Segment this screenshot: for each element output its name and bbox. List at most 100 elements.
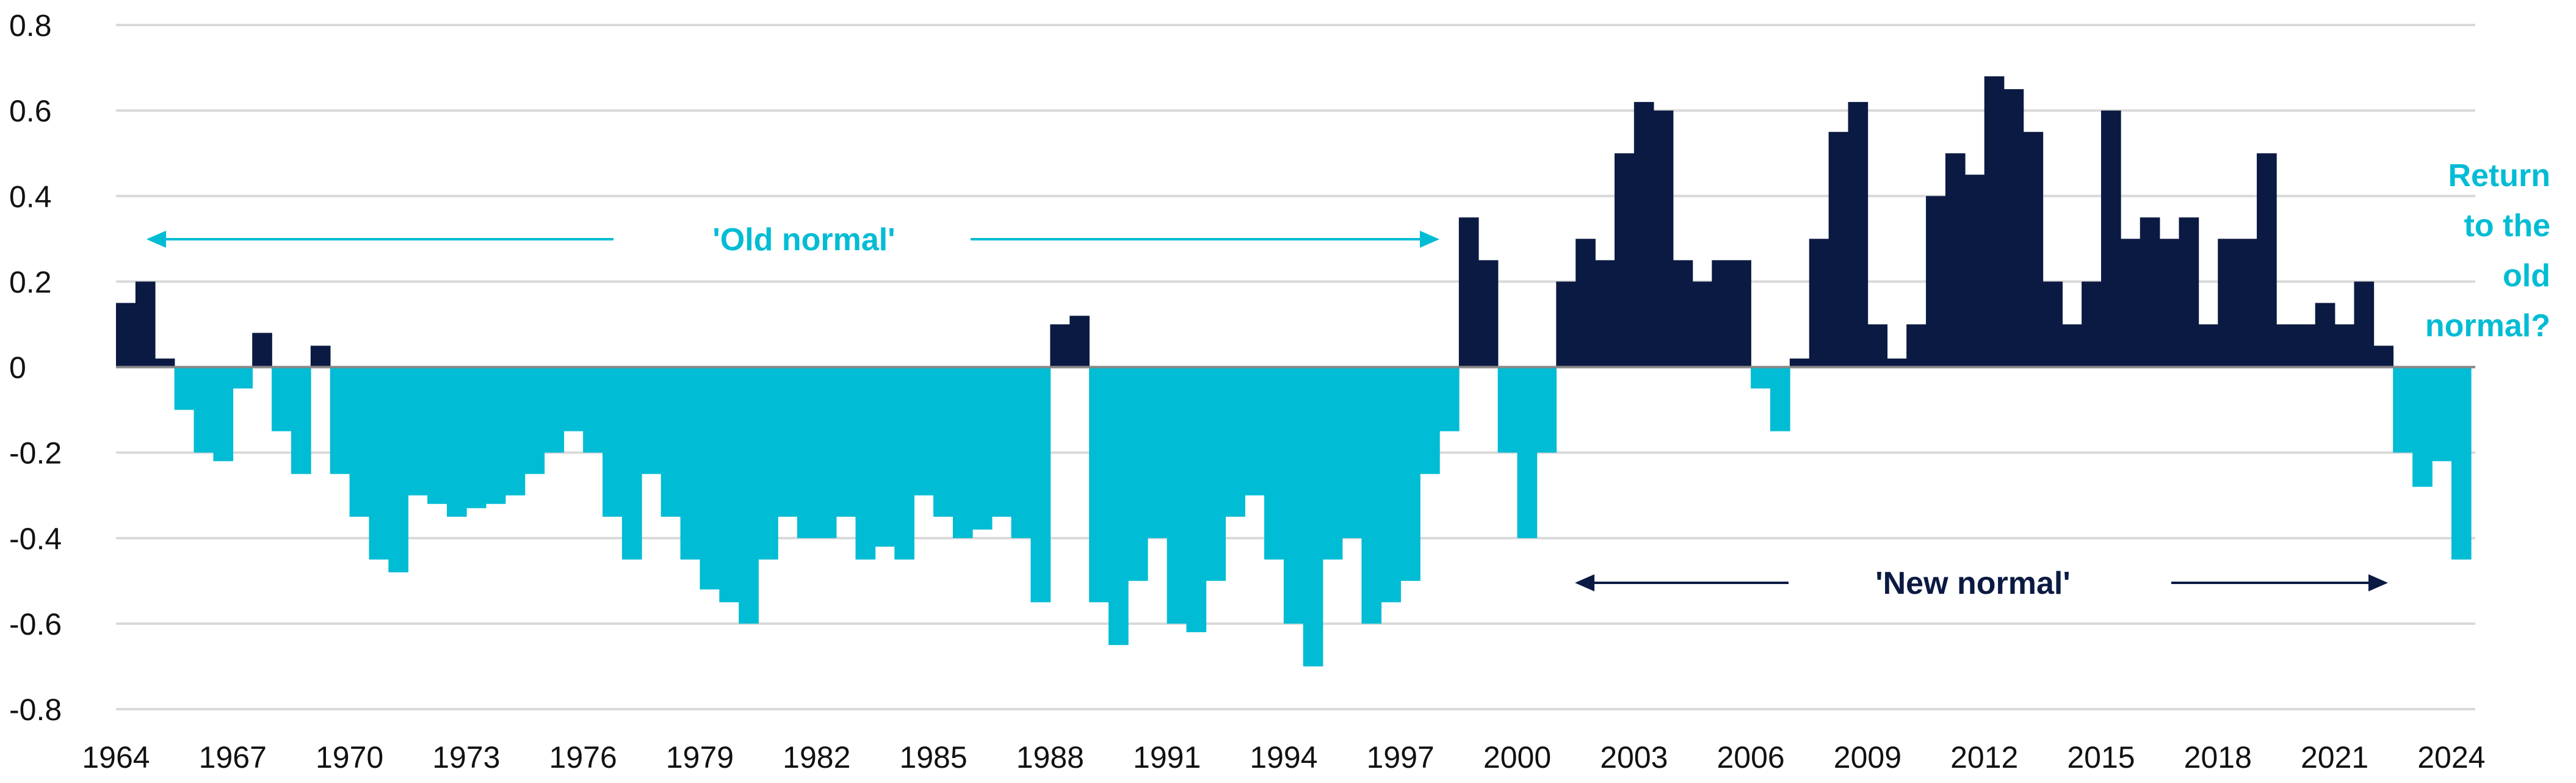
data-bar — [1361, 367, 1382, 624]
annotation-old-normal: 'Old normal' — [147, 222, 1439, 258]
data-bar — [700, 367, 720, 590]
data-bar — [816, 367, 837, 538]
x-tick-label: 1991 — [1133, 740, 1201, 774]
data-bar — [1147, 367, 1168, 538]
x-tick-label: 1967 — [199, 740, 267, 774]
data-bar — [1906, 324, 1927, 367]
data-bar — [933, 367, 953, 517]
data-bar — [408, 367, 428, 496]
data-bar — [2295, 324, 2316, 367]
data-bar — [1536, 367, 1557, 453]
data-bar — [505, 367, 526, 496]
data-bar — [2140, 217, 2160, 367]
y-tick-label: 0.4 — [9, 179, 52, 214]
data-bar — [1614, 153, 1635, 367]
data-bar — [2276, 324, 2296, 367]
data-bar — [563, 367, 584, 431]
data-bar — [1556, 281, 1576, 367]
data-bar — [1828, 132, 1849, 367]
return-line-4: normal? — [2425, 308, 2550, 344]
data-bar — [369, 367, 389, 560]
data-bar — [1439, 367, 1460, 431]
data-bar — [1458, 217, 1479, 367]
data-bar — [1089, 367, 1109, 602]
return-line-2: to the — [2464, 208, 2550, 244]
x-tick-label: 2006 — [1717, 740, 1784, 774]
data-bar — [1283, 367, 1304, 624]
data-bar — [1867, 324, 1888, 367]
arrowhead-left-icon — [147, 231, 166, 248]
data-bar — [135, 281, 156, 367]
data-bar — [2042, 281, 2063, 367]
data-bar — [894, 367, 914, 560]
arrowhead-right-icon — [2368, 574, 2388, 591]
data-bar — [388, 367, 409, 572]
y-tick-label: -0.4 — [9, 522, 62, 556]
data-bar — [1497, 367, 1518, 453]
arrowhead-right-icon — [1420, 231, 1439, 248]
y-tick-label: 0 — [9, 351, 26, 385]
data-bar — [991, 367, 1012, 517]
annotation-new-normal: 'New normal' — [1575, 566, 2388, 601]
x-tick-label: 1982 — [783, 740, 850, 774]
data-bar — [719, 367, 740, 602]
data-bar — [2257, 153, 2277, 367]
data-bar — [2334, 324, 2355, 367]
data-bar — [2062, 324, 2082, 367]
data-bar — [1381, 367, 1402, 602]
data-bar — [233, 367, 253, 389]
x-tick-label: 2003 — [1600, 740, 1668, 774]
data-bar — [1069, 316, 1090, 367]
data-bar — [1420, 367, 1440, 474]
x-tick-label: 1994 — [1250, 740, 1317, 774]
y-tick-label: 0.2 — [9, 265, 52, 299]
x-tick-label: 2024 — [2417, 740, 2485, 774]
data-bar — [2354, 281, 2375, 367]
data-bar — [1400, 367, 1420, 581]
data-bar — [2100, 110, 2121, 367]
data-bar — [1225, 367, 1245, 517]
data-bar — [602, 367, 623, 517]
y-tick-label: -0.6 — [9, 607, 62, 641]
data-bar — [972, 367, 993, 530]
data-bar — [1692, 281, 1713, 367]
data-bar — [2082, 281, 2102, 367]
data-bar — [1245, 367, 1265, 496]
arrowhead-left-icon — [1575, 574, 1594, 591]
data-bar — [2451, 367, 2472, 560]
return-line-1: Return — [2448, 158, 2550, 193]
return-line-3: old — [2503, 258, 2550, 294]
x-tick-label: 2009 — [1834, 740, 1901, 774]
data-bar — [2218, 239, 2238, 367]
data-bar — [2120, 239, 2141, 367]
x-tick-label: 1976 — [549, 740, 617, 774]
data-bar — [2003, 89, 2024, 367]
x-tick-label: 2018 — [2184, 740, 2252, 774]
annotation-return: Return to the old normal? — [2425, 158, 2550, 344]
data-bar — [1848, 102, 1869, 367]
data-bar — [310, 345, 331, 367]
data-bar — [1964, 175, 1985, 367]
data-bar — [1945, 153, 1966, 367]
data-bar — [2393, 367, 2413, 453]
data-bar — [524, 367, 545, 474]
new-normal-label: 'New normal' — [1875, 566, 2070, 601]
data-bar — [1926, 196, 1946, 367]
data-bar — [1186, 367, 1207, 632]
data-bar — [1984, 76, 2005, 367]
y-tick-label: -0.2 — [9, 436, 62, 471]
data-bar — [213, 367, 234, 461]
x-tick-label: 1985 — [899, 740, 967, 774]
data-bar — [194, 367, 214, 453]
data-bar — [485, 367, 506, 504]
data-bar — [1576, 239, 1596, 367]
data-bar — [1712, 260, 1732, 367]
x-tick-label: 1979 — [666, 740, 734, 774]
data-bar — [641, 367, 662, 474]
data-bar — [952, 367, 973, 538]
series-area — [116, 76, 2472, 666]
data-bar — [174, 367, 195, 410]
data-bar — [836, 367, 856, 517]
data-bar — [1108, 367, 1129, 645]
data-bar — [427, 367, 447, 504]
